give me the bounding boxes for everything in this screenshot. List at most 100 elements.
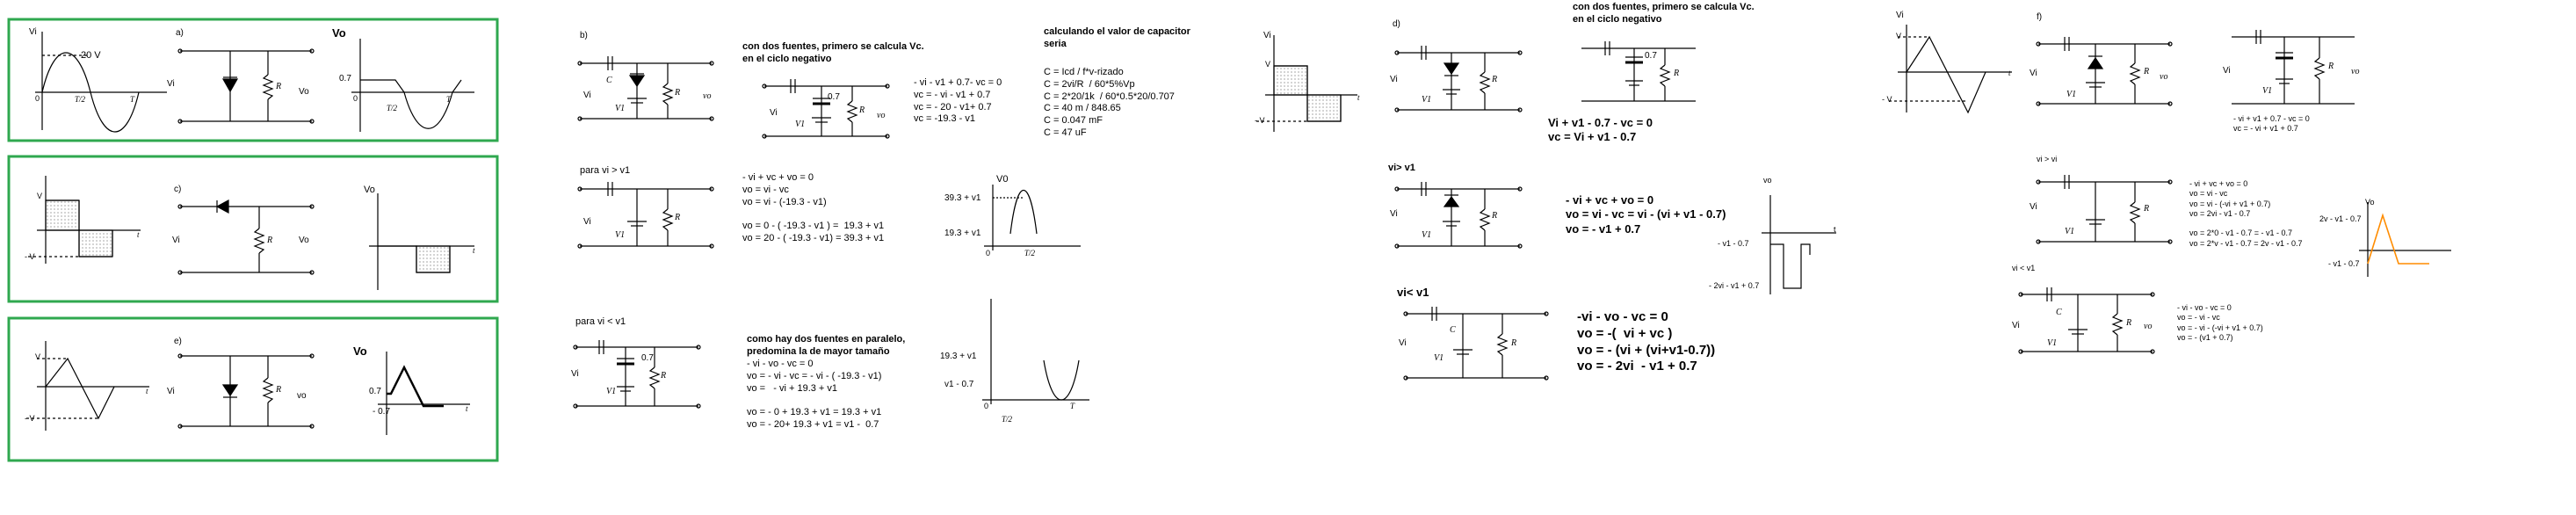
panel-c-input-graph [28, 176, 141, 264]
panel-e-circuit-vi: Vi [167, 387, 175, 396]
panel-c-circuit-vi: Vi [172, 236, 180, 245]
panel-c-v-label: V [37, 192, 43, 200]
section-b-circuit-2 [762, 79, 890, 139]
panel-a-output-graph [351, 39, 474, 132]
section-b-plot2-zero: 0 [984, 402, 989, 410]
section-b-plot2-y2: v1 - 0.7 [944, 380, 974, 389]
panel-a-vo-zero: 0 [353, 94, 358, 103]
section-d-intro: con dos fuentes, primero se calcula Vc. … [1573, 2, 1755, 25]
section-d-circuit-3 [1394, 182, 1523, 249]
panel-e-t2: t [466, 404, 468, 413]
panel-c-circuit [177, 199, 315, 275]
section-b-plot2-period: T [1070, 402, 1075, 410]
section-b-plot1-y1: 39.3 + v1 [944, 193, 981, 203]
section-f-case2-label: vi < v1 [2012, 264, 2036, 272]
panel-a-input-graph [35, 32, 167, 133]
section-b-c4-v1: V1 [606, 387, 617, 396]
section-b-c3-r: R [675, 213, 681, 222]
panel-c-border [7, 155, 499, 303]
section-f-c3-r: R [2144, 204, 2150, 214]
section-f-circuit-3 [2036, 175, 2173, 244]
section-f-plot [2359, 202, 2451, 277]
panel-e-input-graph [26, 341, 149, 431]
panel-a-circuit [177, 48, 315, 124]
panel-c-resistor-label: R [267, 236, 273, 245]
section-d-case2-equations: -vi - vo - vc = 0 vo = -( vi + vc ) vo =… [1577, 309, 1716, 374]
section-d-case2-label: vi< v1 [1397, 286, 1429, 299]
section-d-case1-label: vi> v1 [1388, 163, 1415, 173]
section-f-circuit-4 [2018, 287, 2155, 354]
section-b-c1-r: R [675, 88, 681, 98]
panel-e-output-graph [378, 352, 470, 435]
section-b-c1-vi: Vi [583, 91, 591, 100]
panel-e-vo-output: vo [297, 391, 307, 401]
section-b-c2-r: R [859, 105, 865, 115]
section-f-c3-vi: Vi [2030, 202, 2037, 212]
section-d-circuit-4 [1403, 307, 1549, 381]
section-d-plot-y2: - 2vi - v1 + 0.7 [1709, 281, 1760, 290]
section-f-plot-y2: - v1 - 0.7 [2328, 259, 2360, 268]
section-f-c1-r: R [2144, 67, 2150, 76]
panel-a-vo-title: Vo [332, 26, 346, 40]
section-d-input-neg-v: - V [1255, 116, 1265, 125]
section-f-input-graph [1889, 25, 2012, 114]
section-b-c1-vo: vo [703, 91, 712, 101]
section-b-circuit-4 [573, 340, 701, 409]
section-b-plot-1 [984, 185, 1081, 250]
section-b-plot1-y2: 19.3 + v1 [944, 228, 981, 238]
section-b-c3-vi: Vi [583, 217, 591, 227]
panel-e-level-pos: 0.7 [369, 387, 381, 396]
section-d-c1-vi: Vi [1390, 75, 1398, 84]
panel-c-circuit-label: c) [174, 185, 182, 194]
section-d-label: d) [1393, 19, 1400, 29]
section-b-plot2-half: T/2 [1002, 415, 1013, 424]
section-d-c3-r: R [1492, 211, 1498, 221]
panel-c-t: t [137, 230, 140, 239]
section-b-plot1-title: V0 [996, 174, 1009, 185]
section-b-circuit-3 [577, 182, 714, 249]
section-d-c2-r: R [1674, 69, 1680, 78]
section-d-c3-vi: Vi [1390, 209, 1398, 219]
panel-a-period: T [130, 95, 135, 104]
section-b-c4-vi: Vi [571, 369, 579, 379]
section-b-plot1-zero: 0 [986, 249, 991, 258]
section-d-input-t: t [1357, 93, 1360, 102]
section-f-c3-v1: V1 [2065, 227, 2075, 236]
section-f-c2-vo: vo [2351, 67, 2360, 76]
panel-a-vi-label: Vi [29, 27, 37, 37]
panel-e-vo-title: Vo [353, 345, 367, 358]
panel-a-amplitude: 20 V [81, 50, 101, 61]
panel-a-vo-period: T [446, 95, 452, 104]
section-b-case2-label: para vi < v1 [575, 316, 626, 327]
panel-a-border [7, 18, 499, 142]
section-f-label: f) [2037, 12, 2043, 22]
panel-a-vo-level: 0.7 [339, 74, 351, 83]
section-b-case1-equations: - vi + vc + vo = 0 vo = vi - vc vo = vi … [742, 172, 885, 243]
section-d-c2-cap07: 0.7 [1645, 51, 1657, 61]
section-d-input-graph [1256, 35, 1357, 132]
section-d-c1-r: R [1492, 75, 1498, 84]
section-f-c4-cap: C [2056, 308, 2062, 317]
panel-a-circuit-vi: Vi [167, 79, 175, 89]
section-d-plot [1762, 195, 1836, 294]
panel-a-circuit-label: a) [176, 28, 184, 38]
section-d-input-vi: Vi [1263, 31, 1271, 40]
section-b-case2-text: como hay dos fuentes en paralelo, predom… [747, 334, 906, 357]
panel-e-level-neg: - 0.7 [373, 407, 391, 417]
section-d-c4-cap: C [1450, 325, 1456, 335]
section-f-c2-vi: Vi [2223, 66, 2231, 76]
panel-e-t: t [146, 387, 148, 395]
section-f-c4-r: R [2126, 318, 2132, 328]
panel-e-resistor-label: R [276, 385, 282, 395]
section-b-cap-title: calculando el valor de capacitor seria [1044, 26, 1190, 49]
panel-a-half-period: T/2 [75, 95, 86, 104]
section-d-input-v: V [1265, 60, 1271, 69]
section-f-plot-title: Vo [2365, 198, 2375, 207]
section-b-plot2-y1: 19.3 + v1 [940, 352, 977, 361]
panel-c-neg-v: - V [25, 252, 35, 261]
section-d-circuit-1 [1394, 46, 1523, 112]
section-d-c4-v1: V1 [1434, 353, 1444, 363]
panel-c-vo-title: Vo [364, 185, 375, 195]
section-f-c4-vi: Vi [2012, 321, 2020, 330]
